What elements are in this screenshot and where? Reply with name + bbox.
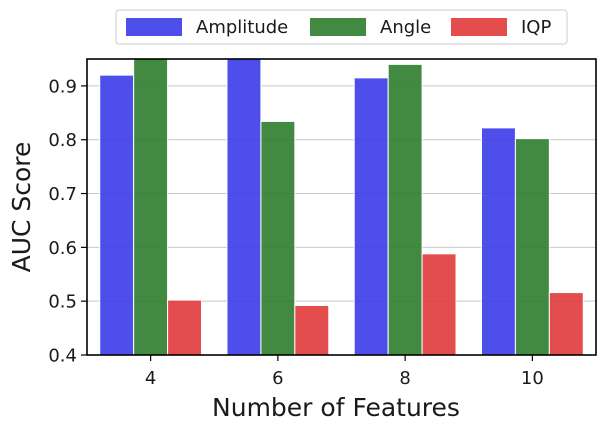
legend-label-iqp: IQP — [521, 17, 551, 38]
legend-label-amplitude: Amplitude — [196, 17, 288, 38]
bar-iqp-6 — [294, 304, 330, 356]
legend-swatch-amplitude — [126, 18, 182, 36]
bar-amplitude-8 — [353, 77, 389, 356]
x-tick-label: 8 — [399, 368, 410, 389]
x-axis-label: Number of Features — [212, 393, 460, 422]
x-tick-label: 6 — [272, 368, 283, 389]
y-tick-label: 0.4 — [48, 346, 77, 367]
bar-amplitude-10 — [480, 127, 516, 356]
bar-iqp-4 — [167, 299, 203, 356]
y-tick-label: 0.5 — [48, 292, 77, 313]
legend-label-angle: Angle — [380, 17, 431, 38]
legend-swatch-angle — [310, 18, 366, 36]
x-ticks: 4 6 8 10 — [145, 355, 544, 389]
legend-items: Amplitude Angle IQP — [126, 17, 551, 38]
y-tick-label: 0.7 — [48, 184, 77, 205]
bar-iqp-10 — [548, 292, 584, 356]
bar-amplitude-4 — [99, 74, 135, 356]
x-tick-label: 10 — [521, 368, 544, 389]
bar-angle-8 — [387, 63, 423, 356]
y-tick-label: 0.9 — [48, 76, 77, 97]
y-tick-label: 0.6 — [48, 238, 77, 259]
bar-amplitude-6 — [226, 58, 262, 356]
bar-angle-10 — [514, 138, 550, 356]
x-tick-label: 4 — [145, 368, 156, 389]
y-tick-label: 0.8 — [48, 130, 77, 151]
legend-swatch-iqp — [451, 18, 507, 36]
bars — [99, 58, 584, 356]
y-axis-label: AUC Score — [7, 142, 36, 273]
bar-angle-6 — [260, 120, 296, 356]
legend: Amplitude Angle IQP — [115, 9, 568, 45]
bar-iqp-8 — [421, 253, 457, 356]
plot-frame — [86, 58, 597, 356]
bar-angle-4 — [133, 58, 169, 356]
y-ticks: 0.4 0.5 0.6 0.7 0.8 0.9 — [48, 76, 87, 367]
